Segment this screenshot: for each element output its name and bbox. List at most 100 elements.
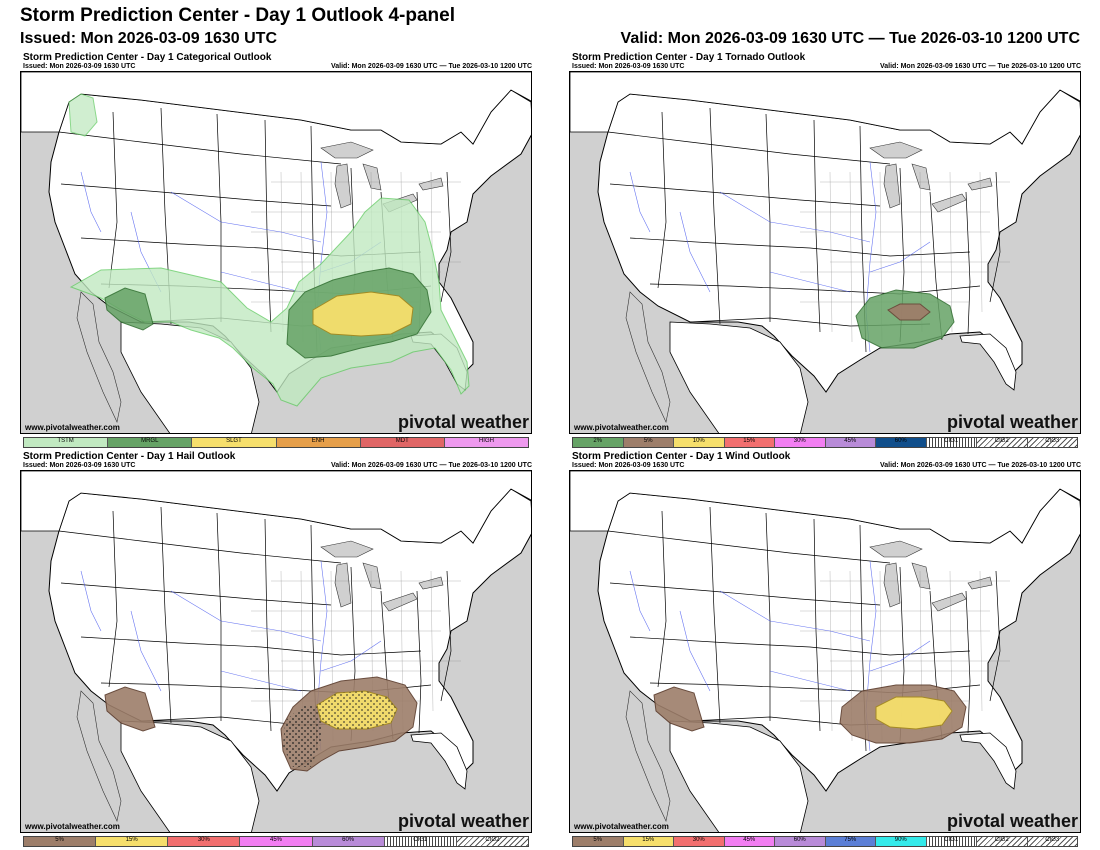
tornado-panel: Storm Prediction Center - Day 1 Tornado … (569, 52, 1081, 450)
legend-item: CIG2 (977, 438, 1028, 447)
legend-item: 60% (876, 438, 927, 447)
legend-label: 75% (844, 837, 857, 843)
panel-title: Storm Prediction Center - Day 1 Wind Out… (572, 451, 791, 462)
legend-label: 30% (793, 438, 806, 444)
legend-item: 15% (96, 837, 169, 846)
legend-label: 60% (793, 837, 806, 843)
slgt-area (312, 291, 414, 337)
legend-item: 75% (825, 837, 876, 846)
legend-label: ENH (311, 438, 325, 444)
legend-label: 15% (743, 438, 756, 444)
legend-label: 45% (269, 837, 282, 843)
map-site-label: www.pivotalweather.com (573, 822, 669, 831)
legend-label: 15% (125, 837, 138, 843)
mrgl-area-southwest (104, 287, 154, 331)
legend-item: HIGH (444, 438, 529, 447)
legend-label: 60% (342, 837, 355, 843)
legend-label: 5% (593, 837, 603, 843)
map-site-label: www.pivotalweather.com (24, 423, 120, 432)
tstm-area-south (69, 197, 470, 407)
legend-item: CIG2 (456, 837, 528, 846)
brand-logo: pivotal weather (947, 412, 1078, 432)
hail-legend: 5% 15% 30% 45% 60% CIG1 CIG2 (23, 836, 529, 847)
issued-time: Issued: Mon 2026-03-09 1630 UTC (20, 30, 277, 47)
legend-item: MRGL (108, 438, 193, 447)
wind-15pct-area (875, 696, 953, 730)
legend-item: 10% (674, 438, 725, 447)
legend-item: 5% (623, 438, 674, 447)
tstm-area-northwest (68, 93, 98, 137)
panel-valid: Valid: Mon 2026-03-09 1630 UTC — Tue 202… (330, 63, 532, 70)
legend-item: 45% (724, 837, 775, 846)
panel-title: Storm Prediction Center - Day 1 Tornado … (572, 52, 806, 63)
legend-label: CIG2 (994, 837, 1009, 843)
legend-item: 5% (24, 837, 97, 846)
legend-label: HIGH (478, 438, 494, 444)
legend-item: 5% (573, 837, 624, 846)
hail-panel: Storm Prediction Center - Day 1 Hail Out… (20, 451, 532, 849)
legend-label: 30% (692, 837, 705, 843)
panel-issued: Issued: Mon 2026-03-09 1630 UTC (572, 63, 685, 70)
legend-item: CIG1 (926, 837, 977, 846)
legend-label: SLGT (226, 438, 242, 444)
page-title: Storm Prediction Center - Day 1 Outlook … (20, 5, 455, 26)
panel-title: Storm Prediction Center - Day 1 Hail Out… (23, 451, 236, 462)
legend-label: CIG2 (994, 438, 1009, 444)
wind-5pct-southwest (653, 686, 705, 732)
panel-valid: Valid: Mon 2026-03-09 1630 UTC — Tue 202… (879, 462, 1081, 469)
legend-item: 60% (312, 837, 385, 846)
categorical-map[interactable]: www.pivotalweather.com pivotal weather (20, 71, 532, 434)
panel-issued: Issued: Mon 2026-03-09 1630 UTC (23, 63, 136, 70)
legend-label: CIG1 (413, 837, 428, 843)
legend-label: CIG3 (1045, 438, 1060, 444)
valid-time: Valid: Mon 2026-03-09 1630 UTC — Tue 202… (620, 30, 1080, 47)
legend-item: 45% (240, 837, 313, 846)
tornado-legend: 2% 5% 10% 15% 30% 45% 60% CIG1 CIG2 CIG3 (572, 437, 1078, 448)
brand-logo: pivotal weather (947, 811, 1078, 831)
legend-label: CIG2 (485, 837, 500, 843)
legend-item: 2% (573, 438, 624, 447)
legend-item: 30% (168, 837, 241, 846)
wind-map[interactable]: www.pivotalweather.com pivotal weather (569, 470, 1081, 833)
map-site-label: www.pivotalweather.com (24, 822, 120, 831)
legend-item: 45% (825, 438, 876, 447)
legend-label: 5% (643, 438, 653, 444)
legend-item: ENH (276, 438, 361, 447)
wind-panel: Storm Prediction Center - Day 1 Wind Out… (569, 451, 1081, 849)
legend-item: 15% (623, 837, 674, 846)
panel-issued: Issued: Mon 2026-03-09 1630 UTC (572, 462, 685, 469)
legend-label: CIG1 (944, 438, 959, 444)
legend-label: 45% (743, 837, 756, 843)
legend-label: TSTM (57, 438, 74, 444)
legend-label: MRGL (141, 438, 159, 444)
legend-item: 90% (876, 837, 927, 846)
hail-map[interactable]: www.pivotalweather.com pivotal weather (20, 470, 532, 833)
wind-legend: 5% 15% 30% 45% 60% 75% 90% CIG1 CIG2 CIG… (572, 836, 1078, 847)
categorical-legend: TSTM MRGL SLGT ENH MDT HIGH (23, 437, 529, 448)
legend-label: 60% (894, 438, 907, 444)
legend-label: 2% (593, 438, 603, 444)
legend-item: CIG1 (384, 837, 457, 846)
hail-cig1-area (283, 705, 321, 767)
tornado-map[interactable]: www.pivotalweather.com pivotal weather (569, 71, 1081, 434)
legend-label: 45% (844, 438, 857, 444)
legend-item: 30% (775, 438, 826, 447)
legend-item: TSTM (24, 438, 109, 447)
brand-logo: pivotal weather (398, 412, 529, 432)
map-site-label: www.pivotalweather.com (573, 423, 669, 432)
legend-item: SLGT (192, 438, 277, 447)
legend-label: CIG1 (944, 837, 959, 843)
panel-title: Storm Prediction Center - Day 1 Categori… (23, 52, 272, 63)
tornado-5pct-area (887, 303, 931, 321)
panel-valid: Valid: Mon 2026-03-09 1630 UTC — Tue 202… (330, 462, 532, 469)
legend-item: CIG1 (926, 438, 977, 447)
categorical-panel: Storm Prediction Center - Day 1 Categori… (20, 52, 532, 450)
legend-label: 15% (642, 837, 655, 843)
legend-item: CIG3 (1027, 837, 1077, 846)
legend-item: 30% (674, 837, 725, 846)
legend-item: CIG3 (1027, 438, 1077, 447)
panel-issued: Issued: Mon 2026-03-09 1630 UTC (23, 462, 136, 469)
legend-label: CIG3 (1045, 837, 1060, 843)
legend-item: 60% (775, 837, 826, 846)
hail-5pct-southwest (104, 686, 156, 732)
